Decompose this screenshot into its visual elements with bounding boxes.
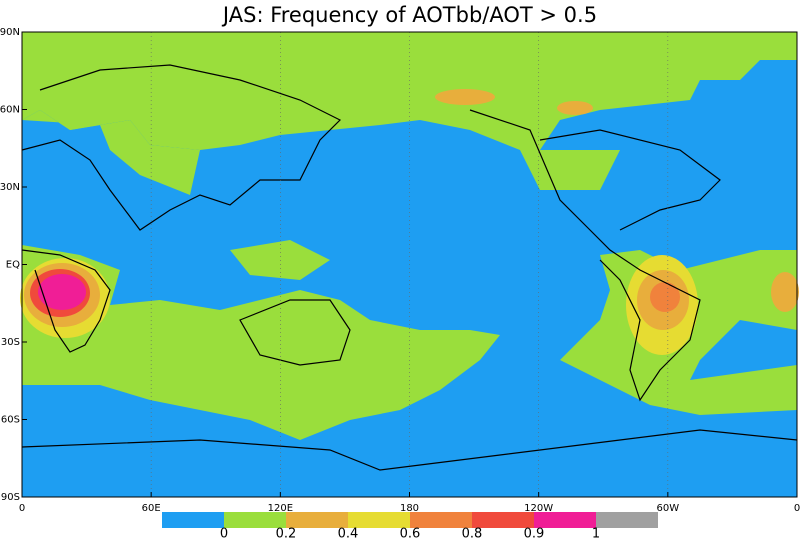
lon-label: 180 — [400, 503, 419, 514]
title: JAS: Frequency of AOTbb/AOT > 0.5 — [221, 3, 597, 27]
colorbar-box — [410, 512, 472, 528]
field-eurasia — [22, 110, 200, 195]
colorbar-box — [472, 512, 534, 528]
colorbar-label: 0.6 — [400, 527, 421, 540]
lon-label: 120E — [268, 503, 293, 514]
lon-label: 0 — [19, 503, 25, 514]
lat-label: 60S — [1, 415, 20, 426]
colorbar-box — [162, 512, 224, 528]
field-maritime — [230, 240, 330, 280]
colorbar-label: 0.2 — [276, 527, 297, 540]
colorbar: 0 0.2 0.4 0.6 0.8 0.9 1 — [162, 512, 658, 542]
colorbar-label: 0.9 — [524, 527, 545, 540]
colorbar-box — [348, 512, 410, 528]
colorbar-box — [286, 512, 348, 528]
colorbar-box — [534, 512, 596, 528]
hotspot — [771, 272, 799, 312]
coastlines — [21, 64, 798, 471]
colorbar-label: 0 — [220, 527, 228, 540]
lon-label: 120W — [524, 503, 553, 514]
hotspot — [557, 101, 593, 115]
hotspot — [38, 274, 86, 310]
colorbar-box — [224, 512, 286, 528]
lon-label: 60W — [657, 503, 680, 514]
lat-label: 30N — [0, 182, 20, 193]
colorbar-label: 0.8 — [462, 527, 483, 540]
lon-label: 0 — [794, 503, 800, 514]
lat-label: 30S — [1, 337, 20, 348]
lat-label: EQ — [6, 260, 20, 271]
colorbar-label: 0.4 — [338, 527, 359, 540]
field-north — [22, 32, 797, 190]
hotspot — [435, 89, 495, 105]
lon-label: 60E — [142, 503, 161, 514]
lat-label: 90N — [0, 27, 20, 38]
colorbar-box — [596, 512, 658, 528]
graticule — [150, 32, 669, 497]
colorbar-label: 1 — [592, 527, 600, 540]
hotspot — [650, 282, 680, 312]
lat-label: 60N — [0, 105, 20, 116]
lat-label: 90S — [1, 492, 20, 503]
field-south — [22, 245, 500, 440]
